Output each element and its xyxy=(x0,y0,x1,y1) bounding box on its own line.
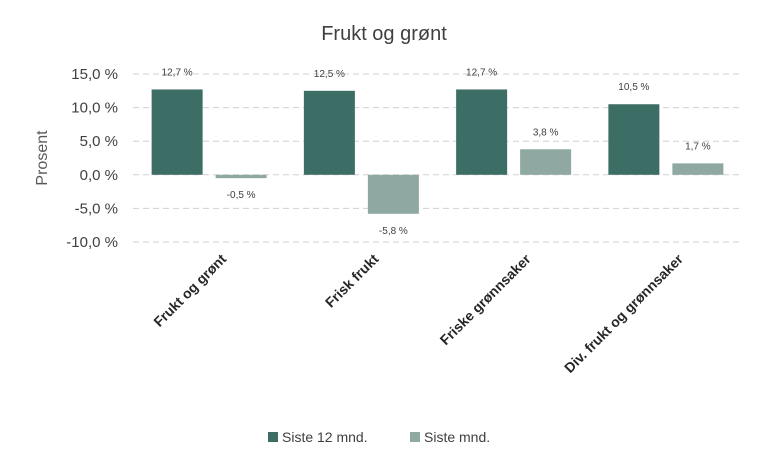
bar xyxy=(303,90,355,175)
bar xyxy=(215,174,267,179)
data-label: 10,5 % xyxy=(618,82,649,93)
y-axis-label: Prosent xyxy=(34,130,51,186)
bar xyxy=(456,89,508,175)
y-tick-label: 15,0 % xyxy=(71,66,118,83)
y-axis-ticks: 15,0 % 10,0 % 5,0 % 0,0 % -5,0 % -10,0 % xyxy=(66,66,118,251)
x-tick-label: Div. frukt og grønnsaker xyxy=(561,250,686,375)
data-label: 3,8 % xyxy=(533,127,559,138)
legend-label: Siste 12 mnd. xyxy=(282,429,368,445)
bar xyxy=(608,104,660,175)
chart-title: Frukt og grønt xyxy=(321,23,447,45)
x-axis-ticks: Frukt og grønt Frisk frukt Friske grønnsak… xyxy=(150,250,686,375)
y-tick-label: 10,0 % xyxy=(71,100,118,117)
data-label: 1,7 % xyxy=(685,141,711,152)
y-tick-label: -10,0 % xyxy=(66,234,118,251)
legend: Siste 12 mnd. Siste mnd. xyxy=(268,429,490,445)
x-tick-label: Frisk frukt xyxy=(322,251,382,311)
x-tick-label: Frukt og grønt xyxy=(150,251,229,330)
legend-label: Siste mnd. xyxy=(424,429,490,445)
data-label: 12,5 % xyxy=(314,69,345,80)
legend-swatch xyxy=(268,432,278,442)
data-label: -5,8 % xyxy=(379,226,408,237)
bar xyxy=(151,89,203,175)
data-label: -0,5 % xyxy=(227,190,256,201)
x-tick-label: Friske grønnsaker xyxy=(437,250,535,348)
legend-swatch xyxy=(410,432,420,442)
bar xyxy=(367,174,419,214)
data-label: 12,7 % xyxy=(162,67,193,78)
y-tick-label: 5,0 % xyxy=(80,133,118,150)
bars xyxy=(151,89,724,214)
y-tick-label: -5,0 % xyxy=(75,200,118,217)
bar xyxy=(672,163,724,175)
bar xyxy=(520,149,572,175)
data-labels: 12,7 % -0,5 % 12,5 % -5,8 % 12,7 % 3,8 % 10,5 … xyxy=(162,67,711,236)
data-label: 12,7 % xyxy=(466,67,497,78)
y-tick-label: 0,0 % xyxy=(80,167,118,184)
